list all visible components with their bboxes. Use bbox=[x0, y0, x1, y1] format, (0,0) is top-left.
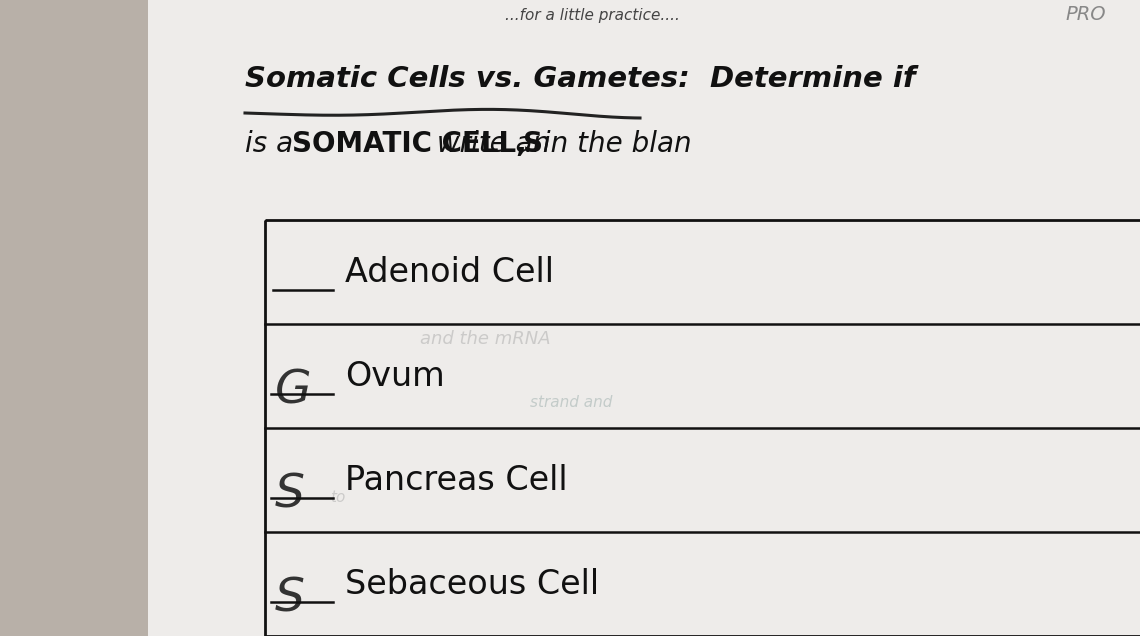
Text: S: S bbox=[275, 576, 306, 621]
Text: Adenoid Cell: Adenoid Cell bbox=[345, 256, 554, 289]
Text: write an: write an bbox=[429, 130, 560, 158]
Text: ...for a little practice....: ...for a little practice.... bbox=[505, 8, 681, 23]
Bar bbox=[148, 0, 1140, 636]
Bar bbox=[264, 220, 1140, 636]
Text: in the blan: in the blan bbox=[534, 130, 692, 158]
Text: is a: is a bbox=[245, 130, 302, 158]
Text: S: S bbox=[523, 130, 544, 158]
Text: strand and: strand and bbox=[530, 395, 612, 410]
Text: Sebaceous Cell: Sebaceous Cell bbox=[345, 567, 600, 600]
Text: PRO: PRO bbox=[1065, 5, 1106, 24]
Text: and the mRNA: and the mRNA bbox=[420, 330, 551, 348]
Text: SOMATIC CELL,: SOMATIC CELL, bbox=[293, 130, 527, 158]
Text: to: to bbox=[329, 490, 345, 505]
Text: Pancreas Cell: Pancreas Cell bbox=[345, 464, 568, 497]
Text: Ovum: Ovum bbox=[345, 359, 445, 392]
Text: S: S bbox=[275, 472, 306, 517]
Text: Somatic Cells vs. Gametes:  Determine if: Somatic Cells vs. Gametes: Determine if bbox=[245, 65, 915, 93]
Text: G: G bbox=[275, 368, 311, 413]
